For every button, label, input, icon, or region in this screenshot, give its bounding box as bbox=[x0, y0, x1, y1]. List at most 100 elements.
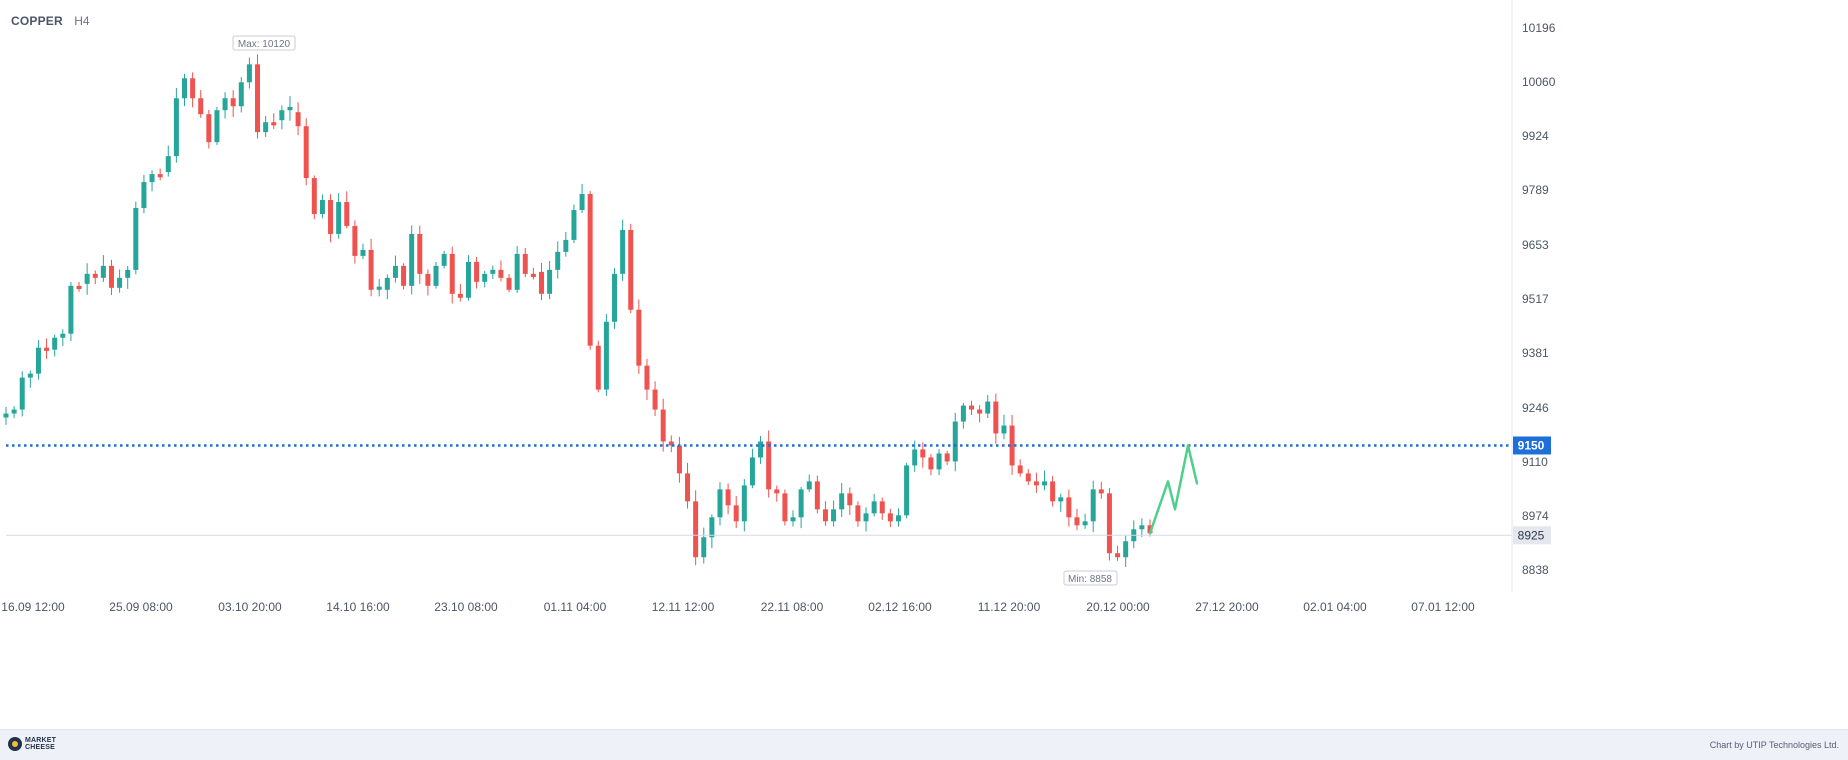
min-label-box bbox=[1063, 570, 1118, 586]
timeframe-label[interactable]: H4 bbox=[74, 14, 90, 28]
candle-body bbox=[190, 78, 196, 99]
candle-body bbox=[1115, 553, 1121, 558]
candle-body bbox=[336, 202, 342, 234]
candle-body bbox=[790, 517, 796, 522]
support-level-tag bbox=[1513, 436, 1551, 455]
candle-body bbox=[1009, 425, 1015, 466]
candle-body bbox=[44, 347, 50, 351]
candle-body bbox=[60, 333, 66, 338]
candle-body bbox=[579, 194, 585, 210]
min-label-text: Min: 8858 bbox=[1068, 574, 1112, 585]
time-tick-label: 23.10 08:00 bbox=[434, 600, 498, 614]
price-tick-label: 10196 bbox=[1522, 21, 1556, 35]
max-label-text: Max: 10120 bbox=[238, 39, 291, 50]
candle-body bbox=[1050, 481, 1056, 502]
candle-body bbox=[230, 98, 236, 107]
max-label-box bbox=[232, 35, 296, 51]
candle-body bbox=[538, 271, 544, 294]
candle-body bbox=[392, 265, 398, 278]
candle-body bbox=[904, 465, 910, 516]
candle-body bbox=[895, 515, 901, 522]
candle-body bbox=[960, 405, 966, 422]
candle-body bbox=[725, 489, 731, 506]
time-tick-label: 07.01 12:00 bbox=[1411, 600, 1475, 614]
candle-body bbox=[985, 401, 991, 414]
price-chart[interactable]: 8925 9150 10196 10060 9924 9789 9653 9517 9381 9… bbox=[0, 0, 1848, 729]
candle-body bbox=[822, 509, 828, 522]
time-tick-label: 11.12 20:00 bbox=[978, 600, 1041, 614]
candle-body bbox=[612, 273, 618, 322]
candle-body bbox=[1098, 489, 1104, 494]
time-axis: 16.09 12:00 25.09 08:00 03.10 20:00 14.10 1… bbox=[1, 600, 1475, 614]
candle-body bbox=[555, 251, 561, 270]
price-tick-label: 9924 bbox=[1522, 129, 1549, 143]
candle-body bbox=[352, 225, 358, 256]
time-tick-label: 14.10 16:00 bbox=[326, 600, 390, 614]
candle-body bbox=[441, 253, 447, 266]
chart-credit[interactable]: Chart by UTIP Technologies Ltd. bbox=[1709, 740, 1839, 750]
candle-body bbox=[35, 347, 41, 374]
price-tick-label: 9381 bbox=[1522, 346, 1549, 360]
cheese-logo-icon bbox=[8, 737, 22, 751]
candle-body bbox=[887, 513, 893, 522]
candle-body bbox=[855, 505, 861, 522]
time-tick-label: 12.11 12:00 bbox=[652, 600, 715, 614]
candle-body bbox=[117, 277, 123, 288]
candle-body bbox=[741, 485, 747, 522]
candle-body bbox=[879, 501, 885, 514]
candle-body bbox=[1074, 517, 1080, 526]
time-tick-label: 20.12 00:00 bbox=[1086, 600, 1150, 614]
candle-body bbox=[360, 249, 366, 256]
support-level-text: 9150 bbox=[1518, 438, 1545, 452]
candle-body bbox=[3, 413, 9, 418]
candle-body bbox=[733, 505, 739, 522]
footer-bar: MARKET CHEESE Chart by UTIP Technologies… bbox=[0, 729, 1848, 760]
candle-body bbox=[84, 273, 90, 284]
candle-body bbox=[758, 441, 764, 458]
candle-body bbox=[263, 122, 269, 133]
candle-body bbox=[530, 273, 536, 278]
candle-body bbox=[1017, 465, 1023, 474]
price-tick-label: 10060 bbox=[1522, 75, 1556, 89]
candle-body bbox=[27, 373, 33, 378]
candle-body bbox=[1001, 425, 1007, 434]
candle-body bbox=[1147, 525, 1153, 534]
candle-body bbox=[831, 509, 837, 522]
candle-body bbox=[587, 194, 593, 346]
candle-body bbox=[782, 493, 788, 522]
candle-body bbox=[482, 273, 488, 282]
candle-body bbox=[303, 126, 309, 179]
candle-body bbox=[198, 98, 204, 115]
candle-body bbox=[863, 513, 869, 522]
candle-body bbox=[149, 174, 155, 183]
candle-body bbox=[214, 110, 220, 143]
time-tick-label: 03.10 20:00 bbox=[218, 600, 282, 614]
candle-body bbox=[839, 493, 845, 510]
time-tick-label: 02.12 16:00 bbox=[868, 600, 932, 614]
candle-body bbox=[465, 261, 471, 298]
candle-body bbox=[246, 64, 252, 83]
market-cheese-logo[interactable]: MARKET CHEESE bbox=[8, 737, 56, 751]
candle-body bbox=[433, 265, 439, 286]
candle-body bbox=[425, 273, 431, 286]
candle-body bbox=[376, 286, 382, 290]
candle-body bbox=[368, 249, 374, 290]
price-tick-label: 9246 bbox=[1522, 401, 1549, 415]
candle-body bbox=[969, 405, 975, 410]
price-tick-label: 9110 bbox=[1522, 455, 1548, 469]
candle-body bbox=[384, 277, 390, 290]
candle-body bbox=[952, 421, 958, 462]
candle-body bbox=[774, 489, 780, 494]
candle-body bbox=[668, 441, 674, 446]
candle-body bbox=[652, 389, 658, 410]
candle-body bbox=[1042, 481, 1048, 486]
candle-body bbox=[595, 345, 601, 390]
logo-line2: CHEESE bbox=[25, 744, 55, 751]
time-tick-label: 25.09 08:00 bbox=[109, 600, 173, 614]
candle-body bbox=[798, 489, 804, 518]
candle-body bbox=[173, 98, 179, 157]
candle-body bbox=[133, 208, 139, 270]
time-tick-label: 02.01 04:00 bbox=[1303, 600, 1367, 614]
current-price-tag bbox=[1513, 526, 1551, 545]
support-level-layer: 8925 9150 bbox=[6, 436, 1551, 545]
